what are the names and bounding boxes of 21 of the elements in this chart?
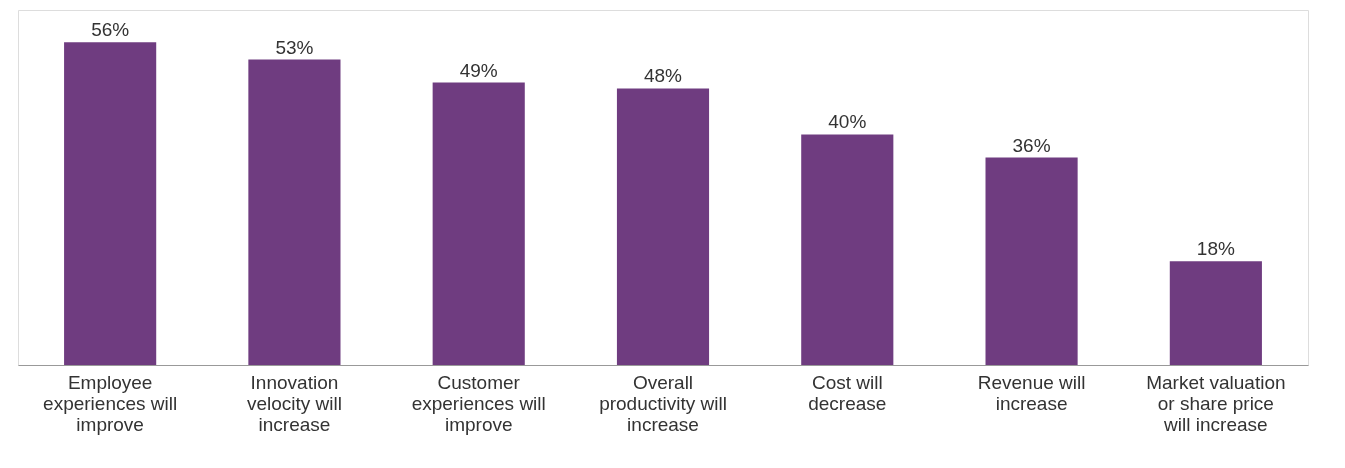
bar	[248, 59, 341, 365]
x-tick-label: Customer experiences will improve	[411, 371, 546, 435]
bar	[801, 134, 894, 365]
x-tick-label: Market valuation or share price will increase	[1146, 371, 1286, 435]
x-tick-label: Revenue will increase	[977, 371, 1086, 414]
data-label: 49%	[459, 59, 498, 81]
x-tick-label: Overall productivity will increase	[599, 371, 727, 435]
bar	[1169, 261, 1262, 365]
bar	[432, 82, 525, 365]
data-label: 48%	[643, 65, 683, 87]
data-label: 36%	[1012, 134, 1051, 156]
bar	[616, 88, 710, 365]
x-tick-label: Employee experiences will improve	[43, 371, 178, 435]
data-label: 56%	[91, 19, 130, 41]
x-tick-label: Cost will decrease	[808, 371, 887, 414]
data-label: 40%	[828, 111, 867, 133]
x-tick-label: Innovation velocity will increase	[246, 371, 342, 435]
data-label: 53%	[275, 36, 314, 58]
bar	[64, 42, 157, 365]
data-label: 18%	[1196, 238, 1235, 260]
bar	[985, 157, 1078, 365]
